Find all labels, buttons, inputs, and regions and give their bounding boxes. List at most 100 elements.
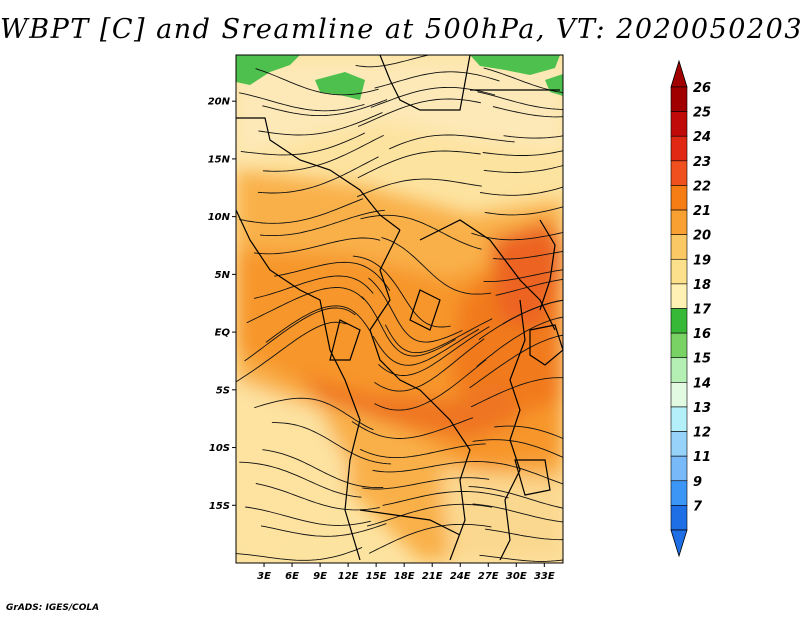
colorbar-label: 19 bbox=[693, 253, 711, 268]
lon-tick-label: 12E bbox=[338, 571, 359, 582]
map-frame bbox=[235, 54, 564, 564]
streamline bbox=[255, 68, 379, 96]
lon-tick-label: 15E bbox=[366, 571, 387, 582]
streamline bbox=[352, 255, 451, 328]
colorbar-label: 18 bbox=[693, 278, 711, 293]
colorbar-label: 25 bbox=[693, 106, 711, 121]
streamline bbox=[483, 269, 563, 283]
colorbar-top-arrow bbox=[670, 59, 688, 88]
wbpt-shading bbox=[236, 60, 563, 560]
colorbar-label: 12 bbox=[693, 426, 711, 441]
lat-tick-label: 15N bbox=[208, 154, 231, 165]
lat-tick-label: EQ bbox=[215, 328, 231, 339]
colorbar-label: 26 bbox=[693, 81, 711, 96]
streamline bbox=[265, 305, 373, 343]
colorbar-swatch bbox=[670, 308, 688, 334]
streamline bbox=[389, 134, 515, 150]
streamline bbox=[360, 443, 486, 459]
streamline bbox=[480, 186, 563, 196]
streamline bbox=[244, 307, 356, 362]
streamline bbox=[470, 377, 563, 408]
colorbar-swatch bbox=[670, 283, 688, 309]
colorbar-label: 15 bbox=[693, 352, 711, 367]
streamline bbox=[262, 449, 384, 489]
streamline bbox=[372, 461, 500, 473]
streamline bbox=[468, 486, 563, 509]
streamline bbox=[360, 214, 482, 250]
streamline bbox=[357, 150, 481, 179]
colorbar-swatch bbox=[670, 382, 688, 408]
colorbar-swatch bbox=[670, 332, 688, 359]
streamline bbox=[239, 198, 364, 224]
lon-tick-label: 24E bbox=[450, 571, 471, 582]
colorbar-swatch bbox=[670, 185, 688, 211]
colorbar-swatch bbox=[670, 455, 688, 482]
lon-tick-label: 3E bbox=[257, 571, 271, 582]
streamline bbox=[472, 503, 563, 523]
streamline bbox=[495, 278, 563, 296]
colorbar-swatch bbox=[670, 406, 688, 432]
streamline bbox=[271, 422, 392, 465]
streamline bbox=[471, 232, 563, 241]
lat-tick-label: 5S bbox=[216, 385, 230, 396]
colorbar-label: 16 bbox=[693, 327, 711, 342]
lon-tick-label: 9E bbox=[313, 571, 327, 582]
streamlines bbox=[236, 55, 563, 562]
country-borders bbox=[236, 55, 563, 561]
streamline bbox=[499, 463, 563, 485]
streamline bbox=[492, 106, 563, 118]
streamline bbox=[236, 321, 347, 382]
streamline bbox=[260, 209, 385, 237]
lat-axis: 20N 15N 10N 5N EQ 5S 10S 15S bbox=[208, 97, 236, 512]
streamline bbox=[485, 528, 563, 541]
chart-title: WBPT [C] and Sreamline at 500hPa, VT: 20… bbox=[0, 14, 800, 45]
colorbar-label: 22 bbox=[693, 179, 711, 194]
streamline bbox=[381, 237, 492, 295]
streamline bbox=[493, 250, 563, 260]
streamline bbox=[374, 71, 500, 89]
lat-tick-label: 10S bbox=[209, 443, 230, 454]
streamline bbox=[382, 491, 509, 506]
lat-tick-label: 15S bbox=[209, 501, 230, 512]
colorbar-bottom-arrow bbox=[670, 529, 688, 558]
streamline bbox=[482, 150, 563, 156]
streamline bbox=[240, 132, 366, 156]
lon-tick-label: 27E bbox=[478, 571, 499, 582]
streamline bbox=[368, 277, 463, 343]
streamline bbox=[254, 397, 374, 431]
colorbar-swatch bbox=[670, 480, 688, 506]
green-patches bbox=[236, 55, 563, 100]
streamline bbox=[361, 296, 456, 357]
streamline bbox=[483, 67, 563, 94]
streamline bbox=[374, 359, 487, 411]
colorbar-swatch bbox=[670, 160, 688, 186]
lon-tick-label: 21E bbox=[422, 571, 443, 582]
colorbar-label: 17 bbox=[693, 303, 712, 318]
streamline bbox=[253, 237, 381, 255]
streamline bbox=[253, 275, 374, 299]
streamline bbox=[476, 316, 563, 367]
streamline bbox=[356, 178, 482, 198]
colorbar-swatch bbox=[670, 431, 688, 457]
map-panel bbox=[236, 55, 563, 563]
streamline bbox=[260, 523, 387, 537]
colorbar-swatch bbox=[670, 209, 688, 235]
streamline bbox=[503, 135, 563, 139]
streamline bbox=[239, 461, 362, 498]
lon-axis: 3E 6E 9E 12E 15E 18E 21E 24E 27E 30E 33E bbox=[257, 563, 555, 582]
colorbar-swatch bbox=[670, 86, 688, 112]
streamline bbox=[239, 92, 365, 112]
colorbar-label: 11 bbox=[693, 450, 711, 465]
streamline bbox=[258, 112, 383, 136]
streamline bbox=[484, 206, 563, 216]
colorbar-swatch bbox=[670, 111, 688, 137]
streamline bbox=[368, 523, 492, 554]
streamline bbox=[274, 261, 391, 292]
streamline bbox=[262, 99, 388, 117]
streamline bbox=[366, 503, 493, 527]
streamline bbox=[372, 328, 480, 366]
colorbar-label: 20 bbox=[693, 229, 711, 244]
streamline bbox=[357, 98, 481, 127]
colorbar-label: 21 bbox=[693, 204, 711, 219]
